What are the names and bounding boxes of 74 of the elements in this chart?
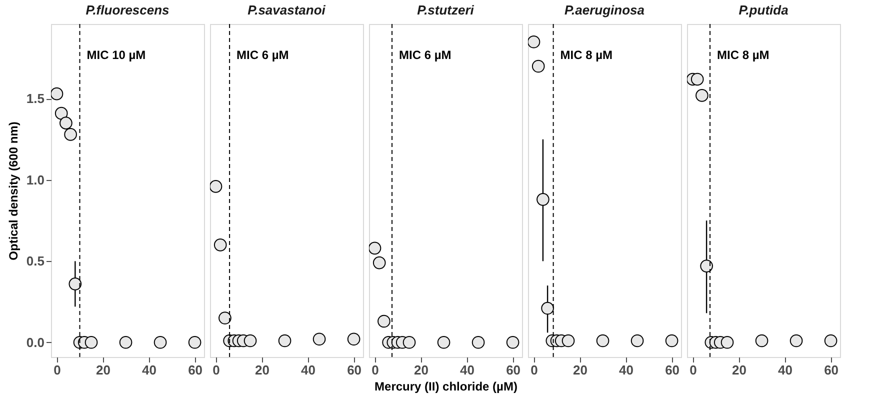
x-tick-label: 40	[142, 362, 157, 378]
point	[154, 336, 167, 349]
y-tick-label: 1.0	[26, 172, 44, 188]
x-tick-label: 40	[301, 362, 316, 378]
point	[188, 336, 202, 349]
point	[596, 334, 610, 348]
y-tick-label: 0.5	[26, 254, 44, 269]
point	[696, 89, 708, 102]
ref-line-label: MIC 8 µM	[560, 48, 613, 62]
point	[437, 336, 450, 349]
x-tick-label: 0	[54, 362, 61, 378]
x-tick-label: 20	[573, 362, 588, 378]
point	[378, 314, 390, 328]
point	[278, 334, 292, 348]
y-axis-title: Optical density (600 nm)	[6, 122, 20, 260]
ref-line-label: MIC 10 µM	[86, 48, 146, 62]
x-tick-label: 60	[665, 362, 680, 378]
point	[214, 238, 227, 252]
chart-title: P.stutzeri	[417, 2, 474, 18]
x-tick-label: 0	[690, 362, 697, 378]
point	[119, 336, 132, 349]
chart-title: P.savastanoi	[248, 2, 326, 18]
point	[562, 334, 575, 348]
x-tick-label: 20	[255, 362, 270, 378]
point	[541, 302, 554, 315]
point	[665, 334, 678, 348]
x-tick-label: 0	[530, 362, 538, 378]
chart-title: P.aeruginosa	[564, 2, 644, 18]
point	[347, 332, 360, 346]
point	[472, 336, 485, 349]
point	[630, 334, 644, 348]
x-tick-label: 20	[414, 362, 428, 378]
chart-title: P.putida	[738, 2, 788, 18]
point	[84, 336, 98, 349]
point	[528, 35, 540, 48]
x-tick-label: 60	[347, 362, 362, 378]
point	[218, 312, 232, 324]
chart-title: P.fluorescens	[86, 2, 170, 18]
x-tick-label: 40	[778, 362, 793, 378]
point	[506, 336, 520, 349]
point	[68, 278, 82, 290]
point	[700, 260, 713, 272]
point	[532, 60, 545, 73]
y-tick-label: 1.5	[26, 91, 44, 106]
x-tick-label: 40	[619, 362, 634, 378]
x-tick-label: 20	[96, 362, 110, 378]
x-tick-label: 40	[460, 362, 475, 378]
point	[755, 334, 768, 348]
point	[720, 336, 734, 349]
point	[402, 336, 416, 349]
point	[60, 116, 72, 130]
point	[51, 87, 64, 100]
point	[54, 106, 68, 120]
x-tick-label: 0	[212, 362, 220, 378]
x-tick-label: 60	[506, 362, 521, 378]
point	[536, 193, 550, 206]
y-tick-label: 0.0	[26, 334, 44, 350]
x-tick-label: 60	[824, 362, 839, 378]
point	[369, 242, 382, 255]
ref-line-label: MIC 6 µM	[236, 48, 289, 62]
point	[790, 334, 803, 348]
point	[244, 334, 257, 348]
point	[312, 332, 326, 346]
x-tick-label: 20	[732, 362, 746, 378]
point	[824, 334, 838, 348]
point	[690, 72, 704, 86]
ref-line-label: MIC 6 µM	[399, 48, 452, 62]
point	[210, 180, 222, 193]
point	[372, 256, 386, 270]
x-tick-label: 60	[188, 362, 203, 378]
ref-line-label: MIC 8 µM	[717, 48, 770, 62]
point	[64, 128, 77, 141]
x-axis-title: Mercury (II) chloride (µM)	[374, 380, 518, 394]
x-tick-label: 0	[372, 362, 379, 378]
